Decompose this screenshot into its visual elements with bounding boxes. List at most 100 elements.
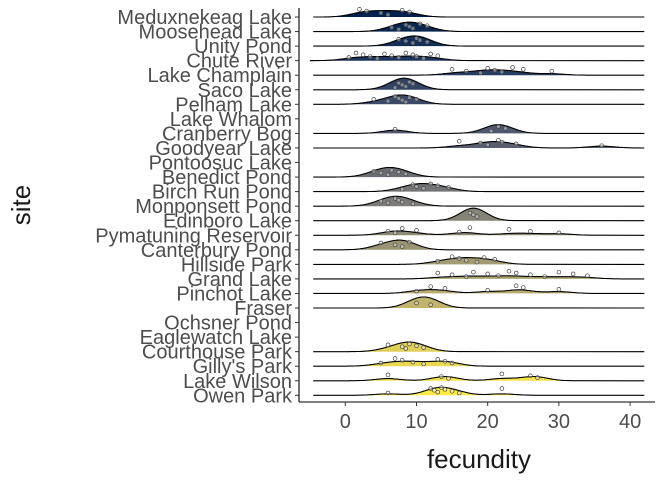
data-point	[403, 84, 409, 89]
ridge-outline-27	[313, 386, 645, 396]
data-point	[389, 168, 394, 173]
data-point	[471, 269, 476, 275]
data-point	[407, 79, 412, 85]
data-point	[599, 143, 604, 148]
data-point	[421, 361, 426, 367]
data-point	[396, 96, 401, 101]
data-point	[499, 69, 505, 75]
ridge-26	[313, 375, 645, 382]
y-tick-label: Canterbury Pond	[141, 240, 292, 262]
data-point	[485, 288, 490, 293]
data-point	[428, 386, 433, 391]
ridge-7	[313, 94, 645, 105]
data-point	[428, 51, 433, 57]
data-point	[499, 371, 505, 377]
y-tick-label: Unity Pond	[194, 36, 292, 58]
ridge-15	[313, 207, 645, 222]
ridge-outline-17	[313, 239, 645, 251]
data-point	[407, 95, 412, 100]
y-tick-label: Moosehead Lake	[139, 22, 292, 44]
data-point	[421, 186, 426, 191]
y-tick-label: Saco Lake	[197, 80, 292, 102]
ridge-outline-10	[313, 140, 645, 149]
data-point	[456, 256, 462, 261]
data-point	[410, 359, 416, 365]
data-point	[403, 346, 409, 351]
ridge-2	[313, 21, 645, 33]
ridge-outline-26	[313, 375, 645, 382]
data-point	[435, 389, 441, 395]
ridge-area-7	[335, 95, 455, 105]
y-tick-label: Lake Wilson	[183, 371, 292, 393]
data-point	[357, 7, 362, 12]
ridge-16	[313, 230, 645, 236]
ridge-outline-4	[309, 55, 645, 62]
ridge-outline-12	[313, 166, 645, 178]
ridge-25	[313, 360, 645, 367]
data-point	[392, 230, 398, 236]
ridge-6	[313, 77, 645, 91]
data-point	[414, 36, 419, 41]
ridge-9	[313, 124, 645, 134]
data-point	[435, 53, 441, 58]
y-tick-label: Gilly's Park	[193, 356, 293, 378]
data-point	[399, 226, 405, 231]
data-point	[382, 51, 387, 57]
data-point	[432, 388, 437, 393]
data-point	[474, 214, 480, 219]
data-point	[389, 53, 394, 58]
ridge-outline-15	[313, 207, 645, 222]
data-point	[549, 68, 555, 74]
data-point	[542, 274, 547, 279]
data-point	[456, 390, 462, 396]
data-point	[485, 271, 490, 277]
data-point	[506, 227, 512, 232]
data-point	[481, 255, 487, 260]
data-point	[506, 268, 512, 274]
data-point	[353, 50, 359, 56]
data-point	[392, 242, 398, 248]
data-point	[403, 99, 409, 105]
data-point	[378, 10, 384, 16]
data-point	[378, 198, 384, 204]
data-point	[442, 286, 448, 291]
ridge-17	[313, 239, 645, 251]
ridge-10	[313, 140, 645, 149]
ridge-19	[313, 275, 645, 280]
ridge-4	[309, 55, 645, 62]
data-point	[392, 127, 398, 132]
data-point	[378, 360, 384, 366]
data-point	[428, 181, 433, 187]
data-point	[396, 37, 401, 42]
data-point	[414, 184, 419, 189]
data-point	[499, 386, 505, 391]
data-point	[435, 357, 441, 362]
data-point	[585, 273, 590, 278]
y-tick-label: Cranberry Bog	[162, 123, 292, 145]
data-point	[399, 358, 405, 363]
y-tick-label: Chute River	[186, 51, 292, 73]
data-point	[371, 168, 377, 174]
ridge-area-21	[378, 297, 470, 308]
points-layer	[346, 7, 604, 396]
data-point	[464, 274, 469, 279]
y-tick-label: Lake Whalom	[170, 109, 292, 131]
data-point	[485, 66, 490, 71]
x-tick-label: 20	[477, 411, 499, 433]
data-point	[414, 288, 419, 294]
data-point	[528, 272, 533, 278]
y-tick-label: Grand Lake	[187, 269, 292, 291]
data-point	[464, 258, 469, 263]
ridge-outline-20	[313, 289, 645, 294]
y-tick-label: Ochsner Pond	[164, 313, 292, 335]
data-point	[407, 239, 412, 245]
data-point	[513, 270, 519, 276]
data-point	[399, 344, 405, 349]
ridge-outline-6	[313, 77, 645, 91]
data-point	[392, 85, 398, 90]
y-tick-label: Pontoosuc Lake	[149, 153, 292, 175]
y-tick-label: Hillside Park	[181, 254, 293, 276]
